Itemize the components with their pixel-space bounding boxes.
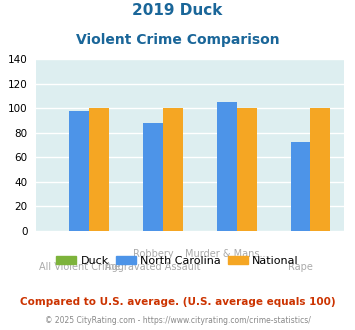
Text: © 2025 CityRating.com - https://www.cityrating.com/crime-statistics/: © 2025 CityRating.com - https://www.city… (45, 316, 310, 325)
Text: Robbery: Robbery (133, 249, 173, 259)
Bar (89, 109, 109, 231)
Bar (237, 109, 257, 231)
Bar (143, 123, 163, 231)
Text: Compared to U.S. average. (U.S. average equals 100): Compared to U.S. average. (U.S. average … (20, 297, 335, 307)
Text: Murder & Mans...: Murder & Mans... (185, 249, 268, 259)
Bar (217, 102, 237, 231)
Bar (310, 109, 330, 231)
Text: Violent Crime Comparison: Violent Crime Comparison (76, 33, 279, 47)
Text: All Violent Crime: All Violent Crime (39, 262, 120, 272)
Legend: Duck, North Carolina, National: Duck, North Carolina, National (52, 251, 303, 270)
Bar (163, 109, 183, 231)
Text: 2019 Duck: 2019 Duck (132, 3, 223, 18)
Bar (70, 111, 89, 231)
Text: Rape: Rape (288, 262, 313, 272)
Text: Aggravated Assault: Aggravated Assault (105, 262, 201, 272)
Bar (290, 142, 310, 231)
